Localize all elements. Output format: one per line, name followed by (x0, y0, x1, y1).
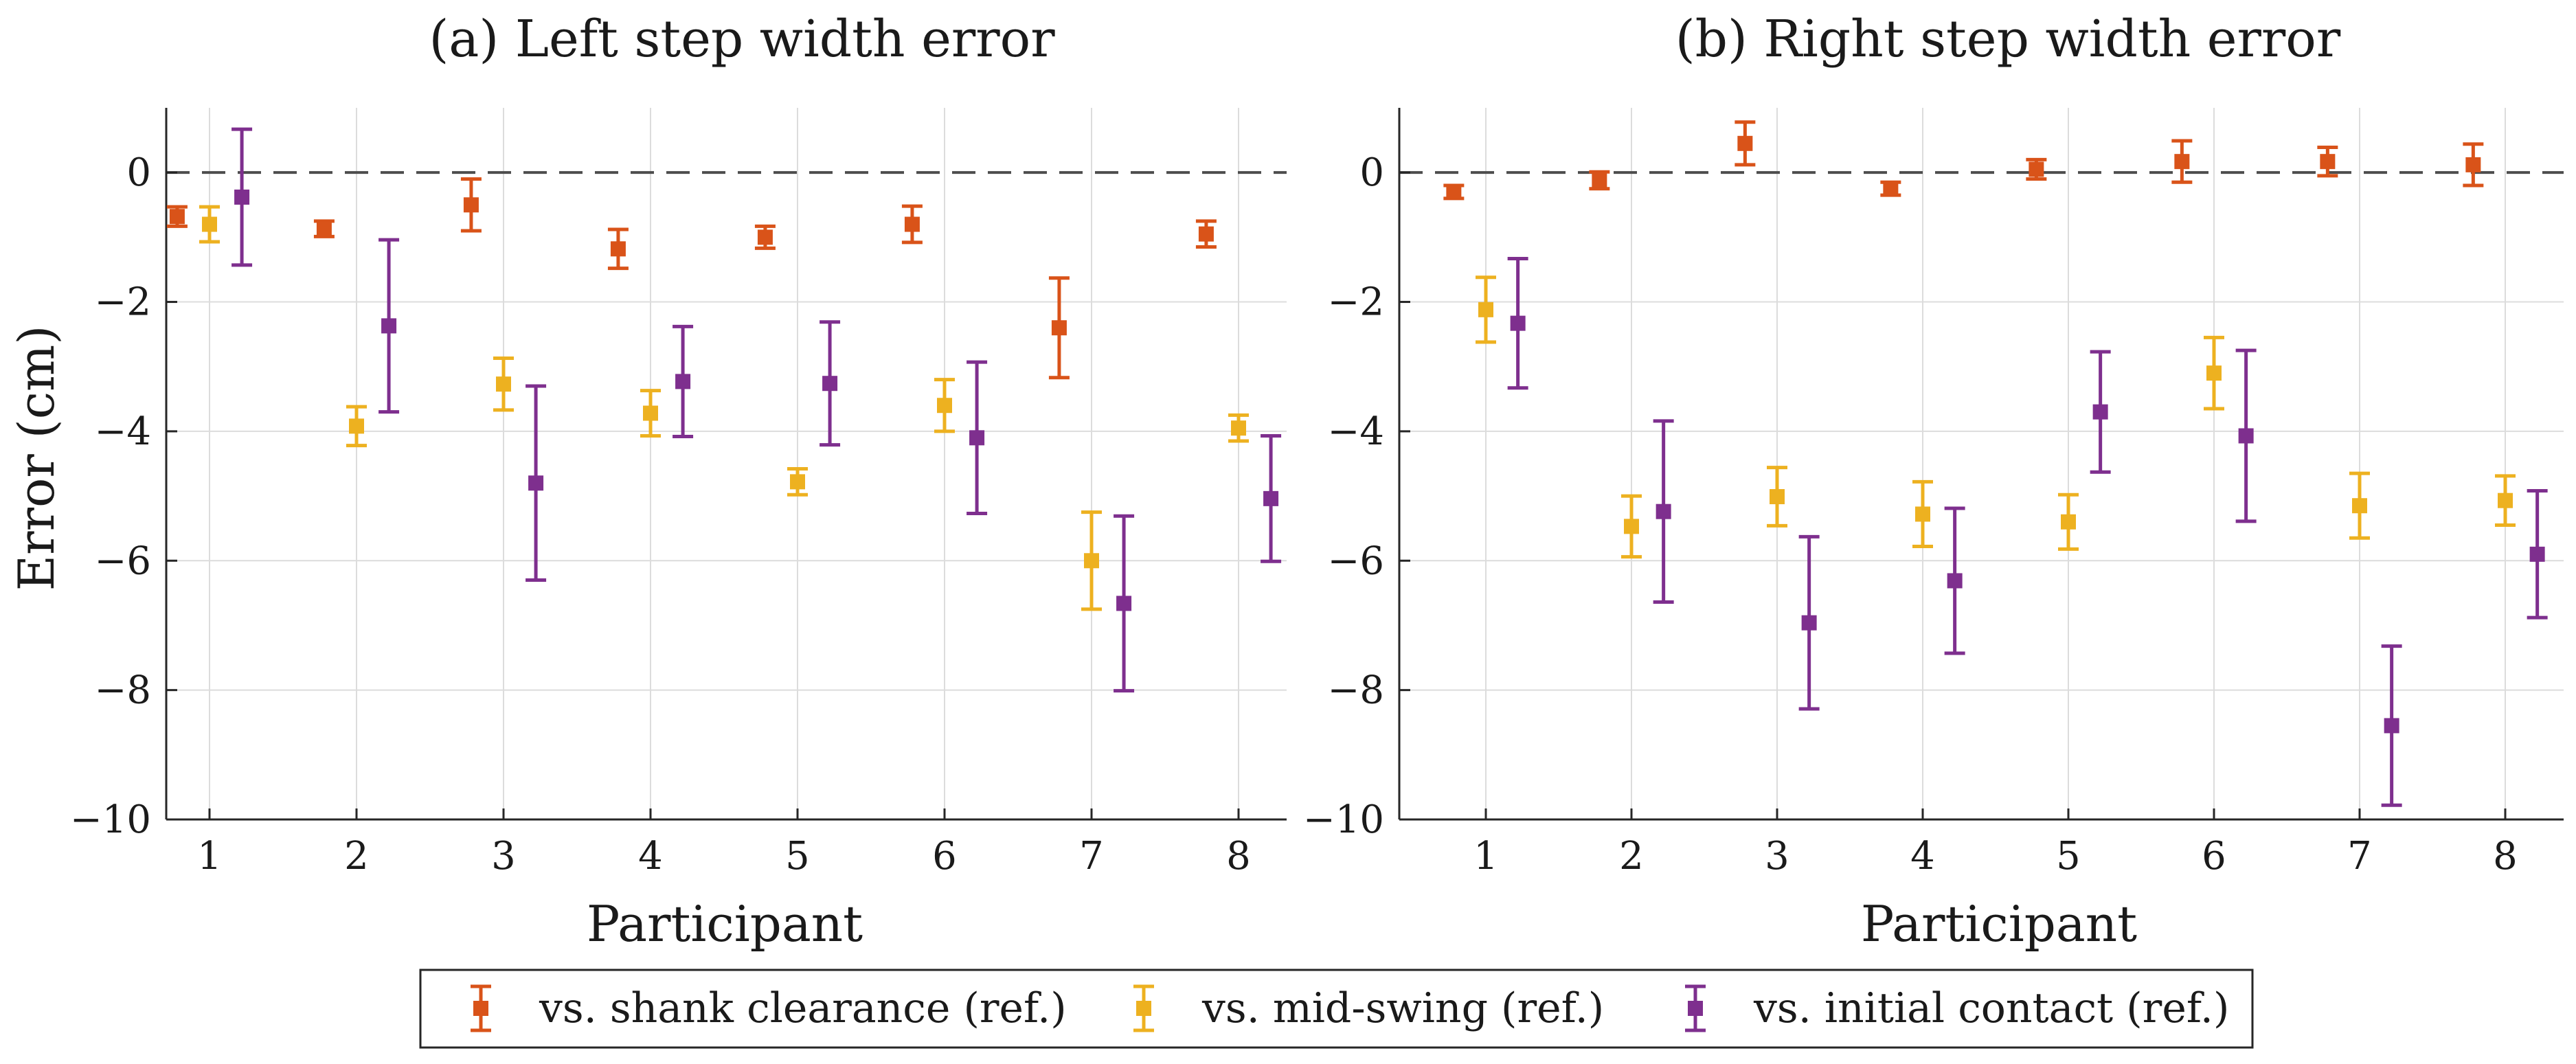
panel-b-s2-p1-marker (1510, 315, 1526, 331)
panel-a-x-tick-label-5: 6 (932, 834, 957, 879)
panel-b-x-axis-label: Participant (1861, 895, 2137, 953)
panel-b-s1-p7-marker (2352, 498, 2367, 514)
panel-a-y-tick-label-1: −2 (94, 280, 151, 325)
panel-a-y-tick-label-3: −6 (94, 539, 151, 583)
panel-b-s0-p2-marker (1592, 172, 1607, 188)
panel-b-x-tick-label-0: 1 (1473, 834, 1498, 879)
panel-a-plot-area: 0 −2 −4 −6 −8 −10 1 2 3 4 5 6 7 8 (70, 108, 1287, 879)
panel-b-x-tick-label-7: 8 (2493, 834, 2518, 879)
panel-a-s2-p6-marker (969, 430, 985, 446)
panel-b-s1-p6-marker (2206, 365, 2222, 381)
panel-a-x-tick-label-2: 3 (491, 834, 516, 879)
panel-a-s1-p3-marker (496, 376, 511, 392)
panel-b-s1-p8-marker (2498, 493, 2513, 508)
panel-a-s2-p2-marker (381, 318, 397, 334)
panel-a: (a) Left step width error 0 −2 −4 −6 −8 −10 1 2… (70, 10, 1287, 953)
panel-a-x-tick-label-7: 8 (1226, 834, 1251, 879)
panel-b-x-tick-label-4: 5 (2056, 834, 2081, 879)
panel-a-s2-p5-marker (822, 376, 838, 392)
panel-b-s0-p6-marker (2174, 154, 2190, 170)
panel-a-s2-p7-marker (1116, 596, 1132, 611)
panel-b-y-tick-label-0: 0 (1359, 150, 1384, 195)
panel-b-s1-p3-marker (1770, 489, 1785, 505)
legend-label-mid-swing: vs. mid-swing (ref.) (1201, 984, 1604, 1032)
panel-b-s1-p5-marker (2061, 514, 2076, 530)
panel-a-s2-p1-marker (234, 189, 250, 205)
panel-b-s2-p4-marker (1947, 573, 1963, 589)
panel-a-s0-p8-marker (1198, 226, 1214, 242)
panel-a-s1-p5-marker (790, 474, 805, 490)
panel-b-s2-p3-marker (1801, 615, 1817, 631)
panel-a-s1-p1-marker (202, 216, 217, 232)
panel-b-s1-p1-marker (1478, 302, 1493, 317)
panel-b-x-tick-label-6: 7 (2347, 834, 2372, 879)
panel-a-title: (a) Left step width error (429, 10, 1055, 69)
panel-b-x-tick-label-1: 2 (1619, 834, 1644, 879)
panel-b-y-tick-label-2: −4 (1327, 409, 1384, 454)
panel-b-s0-p8-marker (2465, 157, 2481, 172)
panel-b-s2-p2-marker (1656, 503, 1671, 519)
panel-b-plot-area: 0 −2 −4 −6 −8 −10 1 2 3 4 5 6 7 8 (1303, 108, 2564, 879)
panel-a-s1-p2-marker (349, 418, 364, 434)
legend-label-initial-contact: vs. initial contact (ref.) (1753, 984, 2229, 1032)
panel-b-s0-p1-marker (1446, 184, 1462, 200)
panel-a-x-tick-label-4: 5 (785, 834, 810, 879)
panel-a-s2-p8-marker (1263, 490, 1279, 506)
panel-a-s2-p3-marker (528, 475, 544, 491)
panel-a-s2-p4-marker (675, 374, 691, 389)
panel-b-s0-p4-marker (1883, 181, 1899, 196)
panel-a-s1-p7-marker (1084, 553, 1099, 569)
panel-b-s1-p4-marker (1915, 506, 1930, 522)
panel-b-s2-p6-marker (2238, 428, 2254, 444)
panel-a-s1-p8-marker (1231, 420, 1246, 436)
panel-a-s0-p2-marker (316, 221, 332, 237)
panel-b-title: (b) Right step width error (1675, 10, 2341, 69)
panel-b: (b) Right step width error 0 −2 −4 −6 −8 −10 1… (1303, 10, 2564, 953)
y-axis-label: Error (cm) (8, 326, 65, 591)
panel-a-y-tick-label-2: −4 (94, 409, 151, 454)
legend-symbol-0-marker (473, 1001, 488, 1016)
panel-b-y-tick-label-5: −10 (1303, 797, 1384, 842)
legend-entries (471, 984, 1706, 1032)
panel-a-x-tick-label-1: 2 (344, 834, 369, 879)
panel-b-s2-p8-marker (2529, 546, 2545, 562)
panel-a-x-tick-label-3: 4 (638, 834, 663, 879)
legend-box (419, 969, 2254, 1049)
panel-a-s0-p7-marker (1051, 320, 1067, 336)
panel-a-y-tick-label-5: −10 (70, 797, 151, 842)
panel-a-x-tick-label-6: 7 (1079, 834, 1104, 879)
panel-a-s0-p4-marker (610, 241, 626, 257)
panel-a-s0-p1-marker (169, 209, 185, 225)
panel-a-y-tick-label-0: 0 (126, 150, 151, 195)
panel-b-x-tick-label-3: 4 (1910, 834, 1935, 879)
legend: vs. shank clearance (ref.) vs. mid-swing… (419, 969, 2254, 1049)
panel-a-s1-p4-marker (643, 405, 658, 421)
legend-label-shank: vs. shank clearance (ref.) (539, 984, 1067, 1032)
panel-a-s0-p5-marker (757, 229, 773, 245)
legend-symbol-2-marker (1688, 1001, 1703, 1016)
panel-a-y-tick-label-4: −8 (94, 668, 151, 713)
legend-symbol-1-marker (1136, 1001, 1151, 1016)
panel-b-s0-p7-marker (2320, 154, 2336, 170)
panel-b-s2-p5-marker (2092, 404, 2108, 420)
panel-a-x-axis-label: Participant (587, 895, 863, 953)
panel-b-s1-p2-marker (1624, 519, 1639, 534)
panel-a-s0-p6-marker (904, 216, 920, 232)
panel-b-s2-p7-marker (2384, 718, 2399, 734)
panel-a-x-tick-label-0: 1 (197, 834, 222, 879)
panel-b-s0-p5-marker (2029, 161, 2044, 177)
panel-a-s1-p6-marker (937, 398, 952, 414)
panel-b-x-tick-label-5: 6 (2202, 834, 2226, 879)
panel-b-s0-p3-marker (1737, 135, 1753, 151)
panel-b-y-tick-label-1: −2 (1327, 280, 1384, 325)
panel-b-y-tick-label-3: −6 (1327, 539, 1384, 583)
panel-a-s0-p3-marker (463, 197, 479, 213)
panel-b-y-tick-label-4: −8 (1327, 668, 1384, 713)
panel-b-x-tick-label-2: 3 (1765, 834, 1789, 879)
